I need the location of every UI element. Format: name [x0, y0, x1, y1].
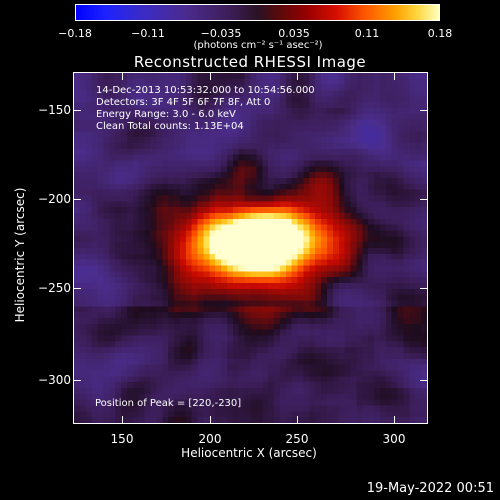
x-tick-mark	[394, 72, 395, 80]
x-tick-mark	[122, 72, 123, 80]
x-tick-label: 200	[198, 432, 222, 446]
x-axis-label: Heliocentric X (arcsec)	[181, 446, 317, 460]
y-axis-label: Heliocentric Y (arcsec)	[13, 187, 27, 323]
colorbar-tick: 0.18	[427, 27, 453, 40]
peak-position-label: Position of Peak = [220,-230]	[95, 398, 242, 409]
info-line-detectors: Detectors: 3F 4F 5F 6F 7F 8F, Att 0	[96, 97, 271, 108]
y-tick-mark	[73, 380, 81, 381]
colorbar	[75, 4, 440, 21]
x-tick-label: 300	[382, 432, 406, 446]
y-tick-label: −200	[38, 192, 71, 206]
y-tick-label: −250	[38, 281, 71, 295]
y-tick-mark	[420, 199, 428, 200]
x-tick-mark	[297, 72, 298, 80]
x-tick-mark	[394, 416, 395, 424]
x-tick-label: 250	[285, 432, 309, 446]
colorbar-tick: −0.18	[58, 27, 92, 40]
x-tick-mark	[210, 416, 211, 424]
x-tick-mark	[297, 416, 298, 424]
y-tick-mark	[73, 110, 81, 111]
colorbar-tick: −0.035	[200, 27, 242, 40]
y-tick-mark	[73, 288, 81, 289]
x-tick-mark	[122, 416, 123, 424]
plot-title: Reconstructed RHESSI Image	[133, 53, 367, 71]
info-line-counts: Clean Total counts: 1.13E+04	[96, 121, 244, 132]
y-tick-mark	[420, 288, 428, 289]
colorbar-tick: 0.11	[354, 27, 380, 40]
y-tick-mark	[73, 199, 81, 200]
colorbar-tick: 0.035	[278, 27, 310, 40]
colorbar-units: (photons cm⁻² s⁻¹ asec⁻²)	[193, 40, 323, 51]
footer-timestamp: 19-May-2022 00:51	[366, 481, 494, 496]
y-tick-label: −150	[38, 103, 71, 117]
y-tick-mark	[420, 110, 428, 111]
image-canvas	[74, 73, 427, 423]
info-line-energy: Energy Range: 3.0 - 6.0 keV	[96, 109, 236, 120]
rhessi-image: 14-Dec-2013 10:53:32.000 to 10:54:56.000…	[73, 72, 428, 424]
x-tick-label: 150	[110, 432, 134, 446]
info-line-time: 14-Dec-2013 10:53:32.000 to 10:54:56.000	[96, 85, 315, 96]
y-tick-mark	[420, 380, 428, 381]
x-tick-mark	[210, 72, 211, 80]
y-tick-label: −300	[38, 373, 71, 387]
colorbar-tick: −0.11	[131, 27, 165, 40]
